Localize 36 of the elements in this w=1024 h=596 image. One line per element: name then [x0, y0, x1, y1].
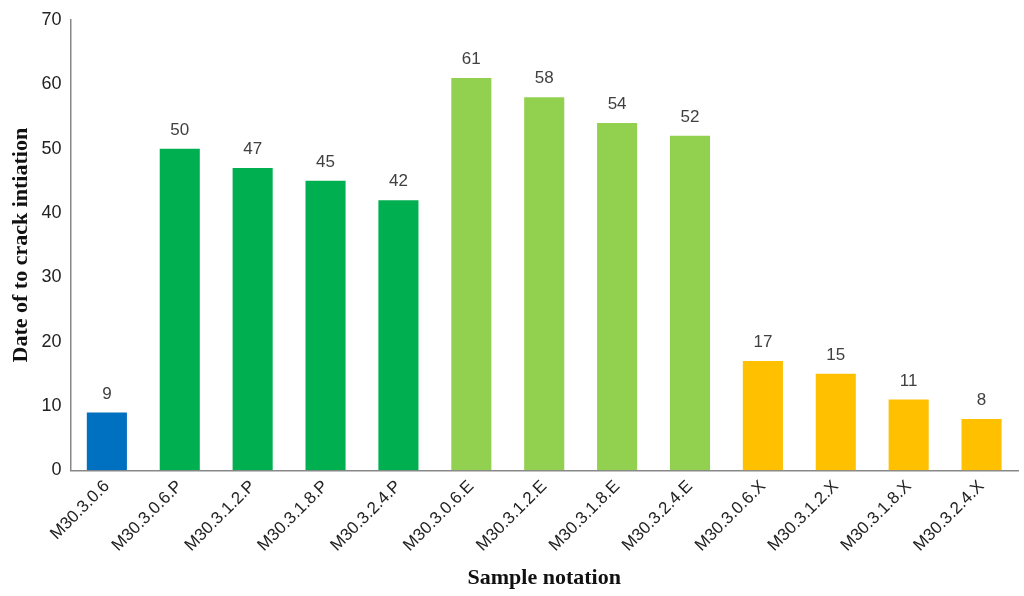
data-label: 45	[316, 152, 335, 172]
y-tick-label: 20	[41, 330, 62, 351]
y-tick-label: 40	[41, 201, 62, 222]
data-label: 17	[753, 332, 773, 352]
data-label: 47	[243, 139, 263, 159]
bar	[232, 167, 273, 471]
y-tick-label: 30	[41, 266, 62, 287]
bar	[378, 200, 419, 471]
data-label: 8	[976, 390, 987, 410]
bar	[961, 418, 1002, 471]
x-axis-title: Sample notation	[467, 564, 621, 590]
y-axis-title: Date of to crack intiation	[6, 127, 32, 363]
y-tick-label: 70	[41, 8, 62, 29]
bar	[597, 122, 638, 471]
y-tick-label: 10	[41, 394, 62, 415]
bar	[524, 97, 565, 471]
bar	[815, 373, 856, 471]
bar	[159, 148, 200, 471]
bar	[86, 412, 127, 471]
y-tick-label: 50	[41, 137, 62, 158]
data-label: 15	[826, 345, 846, 365]
data-label: 50	[170, 119, 190, 139]
bar	[451, 77, 492, 471]
y-tick-label: 0	[51, 459, 62, 480]
data-label: 52	[680, 106, 700, 126]
bar	[742, 360, 783, 471]
bar	[305, 180, 346, 471]
bar	[888, 399, 929, 471]
data-label: 54	[607, 94, 627, 114]
data-label: 9	[102, 383, 112, 403]
data-label: 61	[461, 49, 481, 69]
data-label: 58	[534, 68, 554, 88]
bar	[669, 135, 711, 471]
data-label: 11	[899, 370, 918, 390]
y-tick-label: 60	[41, 73, 62, 94]
data-label: 42	[388, 171, 408, 191]
